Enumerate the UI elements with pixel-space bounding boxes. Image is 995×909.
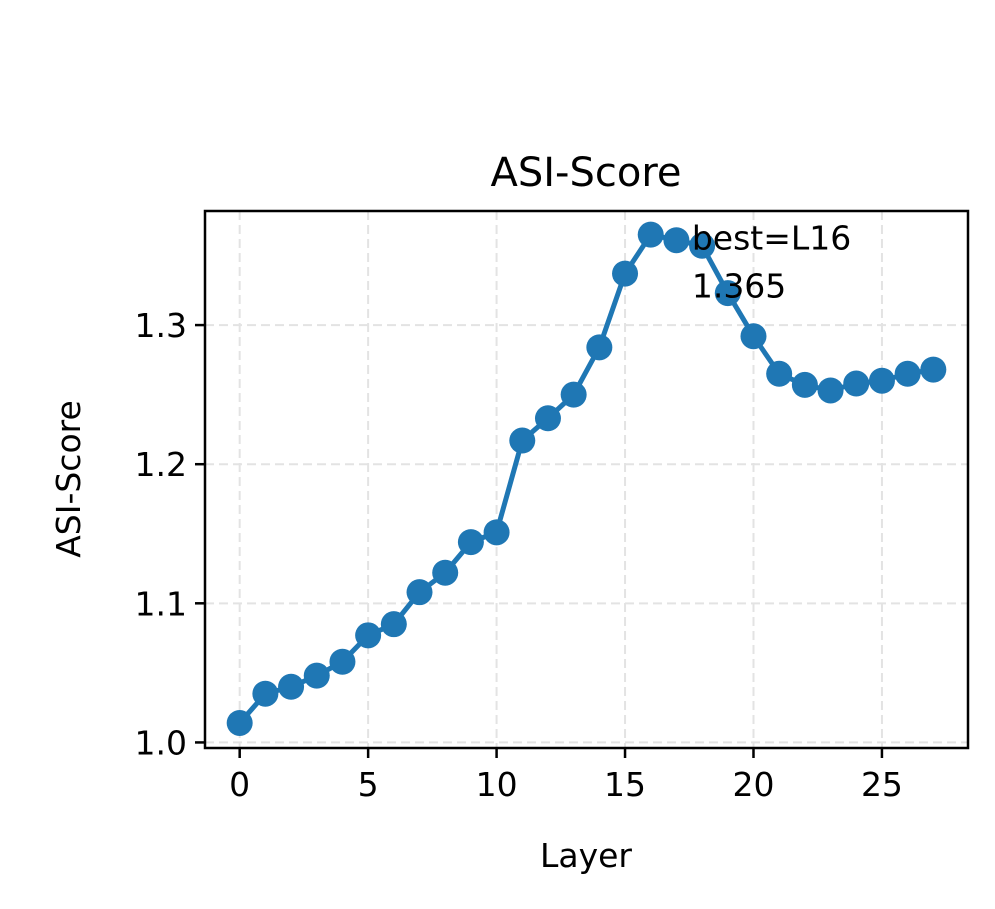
series-line <box>237 232 936 726</box>
x-tick-label: 0 <box>229 765 250 804</box>
data-point <box>817 377 844 404</box>
best-annotation-line: 1.365 <box>692 267 786 306</box>
data-point <box>509 427 536 454</box>
chart-title: ASI-Score <box>490 150 681 196</box>
y-tick-label: 1.0 <box>135 723 187 762</box>
y-tick-label: 1.1 <box>135 584 187 623</box>
data-point <box>843 370 870 397</box>
x-tick-label: 15 <box>604 765 646 804</box>
data-point <box>355 622 382 649</box>
data-point <box>714 280 741 307</box>
data-point <box>252 680 279 707</box>
data-point <box>380 611 407 638</box>
data-point <box>740 323 767 350</box>
data-point <box>483 519 510 546</box>
data-point <box>689 232 716 259</box>
x-axis-label: Layer <box>540 836 632 875</box>
data-point <box>894 360 921 387</box>
plot-frame <box>203 209 970 750</box>
y-tick-label: 1.2 <box>135 445 187 484</box>
data-point <box>278 673 305 700</box>
data-point <box>432 559 459 586</box>
x-tick-label: 10 <box>476 765 518 804</box>
data-point <box>406 579 433 606</box>
data-point <box>612 260 639 287</box>
data-point <box>637 221 664 248</box>
x-tick-label: 5 <box>358 765 379 804</box>
best-annotation-line: best=L16 <box>692 219 851 258</box>
data-point <box>586 334 613 361</box>
data-point <box>766 360 793 387</box>
x-tick-label: 20 <box>732 765 774 804</box>
x-tick-label: 25 <box>861 765 903 804</box>
data-point <box>663 227 690 254</box>
data-point <box>226 709 253 736</box>
y-axis-label: ASI-Score <box>49 400 88 558</box>
data-point <box>329 648 356 675</box>
y-tick-label: 1.3 <box>135 306 187 345</box>
data-point <box>920 356 947 383</box>
data-point <box>534 405 561 432</box>
data-point <box>868 367 895 394</box>
data-point <box>560 381 587 408</box>
data-point <box>791 371 818 398</box>
data-point <box>303 662 330 689</box>
data-point <box>457 529 484 556</box>
